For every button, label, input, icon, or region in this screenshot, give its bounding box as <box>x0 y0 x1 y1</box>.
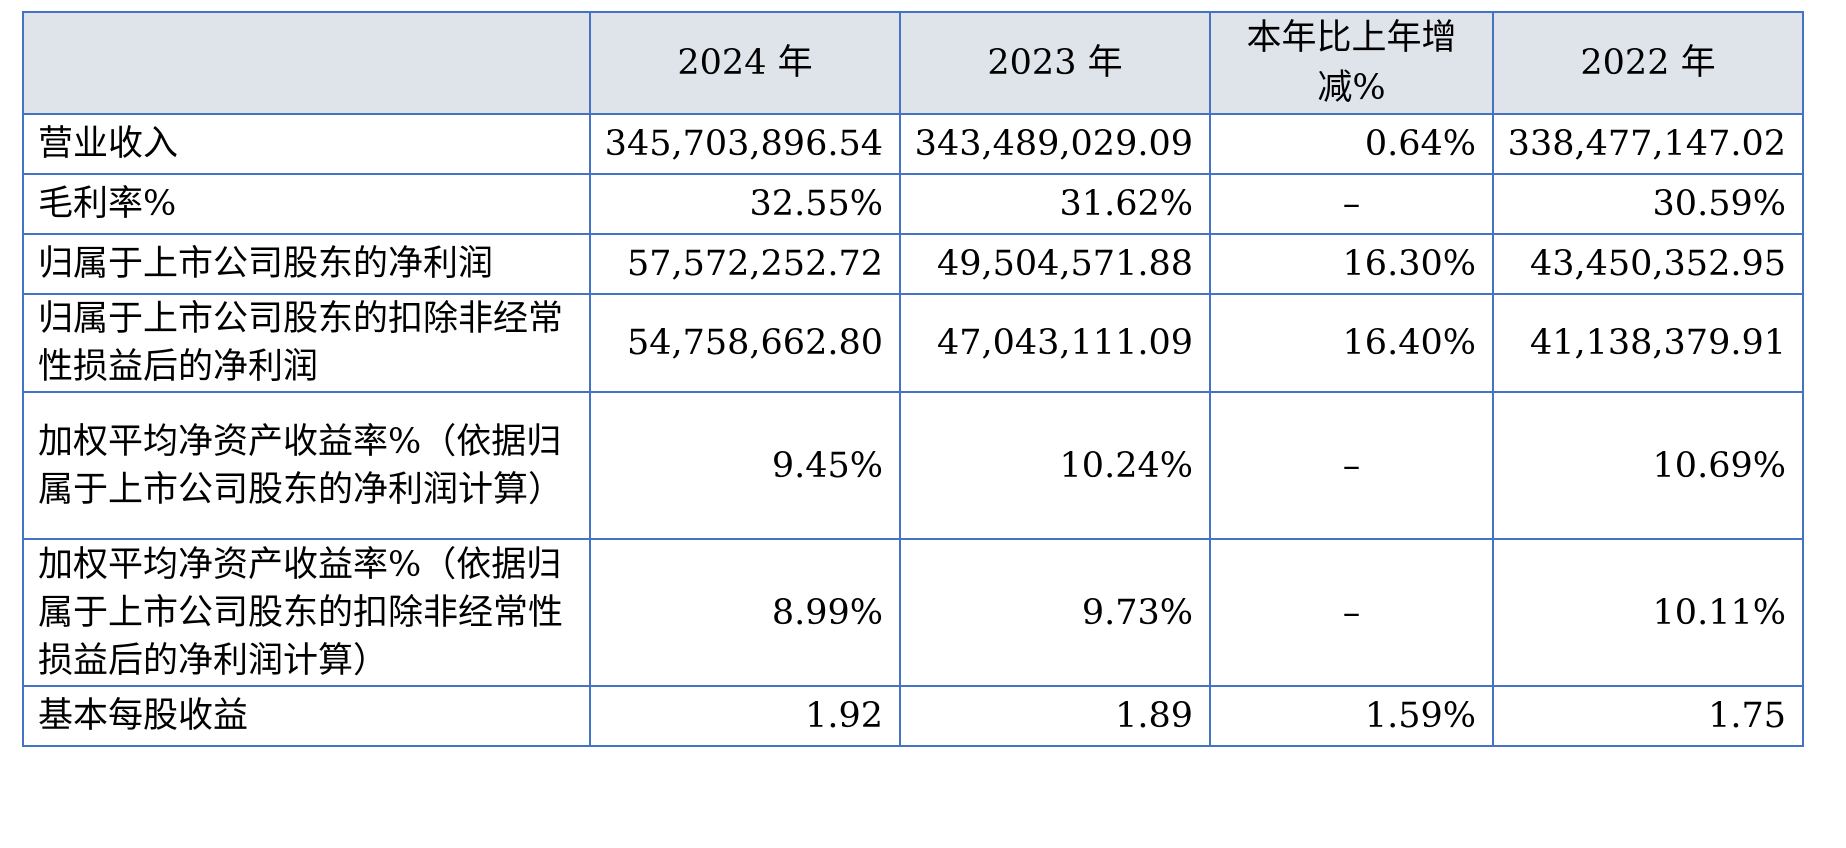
table-row: 归属于上市公司股东的净利润 57,572,252.72 49,504,571.8… <box>22 233 1804 295</box>
table-row: 基本每股收益 1.92 1.89 1.59% 1.75 <box>22 685 1804 747</box>
value-2023: 47,043,111.09 <box>899 293 1211 393</box>
row-label: 归属于上市公司股东的扣除非经常性损益后的净利润 <box>22 293 591 393</box>
table-row: 营业收入 345,703,896.54 343,489,029.09 0.64%… <box>22 113 1804 175</box>
value-2024: 8.99% <box>589 538 901 687</box>
value-2023: 31.62% <box>899 173 1211 235</box>
value-2022: 30.59% <box>1492 173 1804 235</box>
value-change: – <box>1209 391 1494 540</box>
header-change: 本年比上年增减% <box>1209 11 1494 115</box>
value-2023: 10.24% <box>899 391 1211 540</box>
financial-table-container: 2024 年 2023 年 本年比上年增减% 2022 年 营业收入 345,7… <box>22 11 1804 747</box>
value-change: 0.64% <box>1209 113 1494 175</box>
value-2024: 54,758,662.80 <box>589 293 901 393</box>
value-change: 1.59% <box>1209 685 1494 747</box>
value-2023: 49,504,571.88 <box>899 233 1211 295</box>
value-2022: 41,138,379.91 <box>1492 293 1804 393</box>
table-row: 毛利率% 32.55% 31.62% – 30.59% <box>22 173 1804 235</box>
row-label: 毛利率% <box>22 173 591 235</box>
table-row: 加权平均净资产收益率%（依据归属于上市公司股东的净利润计算） 9.45% 10.… <box>22 391 1804 540</box>
value-2023: 343,489,029.09 <box>899 113 1211 175</box>
value-2024: 57,572,252.72 <box>589 233 901 295</box>
value-change: 16.30% <box>1209 233 1494 295</box>
value-2022: 1.75 <box>1492 685 1804 747</box>
table-row: 加权平均净资产收益率%（依据归属于上市公司股东的扣除非经常性损益后的净利润计算）… <box>22 538 1804 687</box>
header-2022: 2022 年 <box>1492 11 1804 115</box>
header-2023: 2023 年 <box>899 11 1211 115</box>
table-row: 归属于上市公司股东的扣除非经常性损益后的净利润 54,758,662.80 47… <box>22 293 1804 393</box>
value-2022: 338,477,147.02 <box>1492 113 1804 175</box>
value-change: – <box>1209 173 1494 235</box>
value-2023: 9.73% <box>899 538 1211 687</box>
value-2024: 345,703,896.54 <box>589 113 901 175</box>
row-label: 基本每股收益 <box>22 685 591 747</box>
value-2022: 10.69% <box>1492 391 1804 540</box>
value-change: 16.40% <box>1209 293 1494 393</box>
header-2024: 2024 年 <box>589 11 901 115</box>
header-blank <box>22 11 591 115</box>
value-change: – <box>1209 538 1494 687</box>
value-2022: 10.11% <box>1492 538 1804 687</box>
row-label: 加权平均净资产收益率%（依据归属于上市公司股东的扣除非经常性损益后的净利润计算） <box>22 538 591 687</box>
value-2024: 9.45% <box>589 391 901 540</box>
row-label: 加权平均净资产收益率%（依据归属于上市公司股东的净利润计算） <box>22 391 591 540</box>
header-row: 2024 年 2023 年 本年比上年增减% 2022 年 <box>22 11 1804 115</box>
row-label: 营业收入 <box>22 113 591 175</box>
row-label: 归属于上市公司股东的净利润 <box>22 233 591 295</box>
value-2024: 32.55% <box>589 173 901 235</box>
value-2023: 1.89 <box>899 685 1211 747</box>
value-2024: 1.92 <box>589 685 901 747</box>
financial-summary-table: 2024 年 2023 年 本年比上年增减% 2022 年 营业收入 345,7… <box>22 11 1804 747</box>
value-2022: 43,450,352.95 <box>1492 233 1804 295</box>
